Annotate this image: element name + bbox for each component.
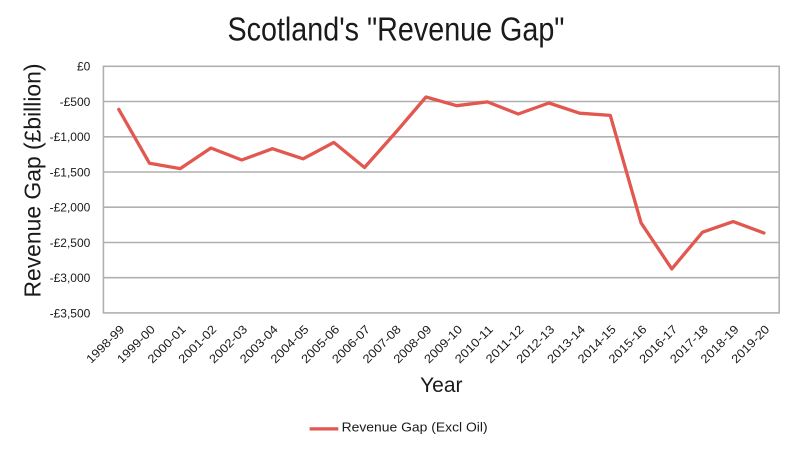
- svg-text:-£1,500: -£1,500: [50, 165, 91, 179]
- svg-text:-£1,000: -£1,000: [50, 130, 91, 144]
- svg-text:Year: Year: [420, 374, 462, 397]
- svg-text:-£2,000: -£2,000: [50, 201, 91, 215]
- svg-text:-£3,000: -£3,000: [50, 271, 91, 285]
- svg-text:Revenue Gap (£billion): Revenue Gap (£billion): [20, 64, 46, 298]
- svg-text:-£2,500: -£2,500: [50, 236, 91, 250]
- svg-text:-£3,500: -£3,500: [50, 306, 91, 320]
- svg-text:Scotland's "Revenue Gap": Scotland's "Revenue Gap": [228, 12, 565, 49]
- svg-text:Revenue Gap (Excl Oil): Revenue Gap (Excl Oil): [342, 420, 488, 434]
- svg-text:£0: £0: [77, 60, 91, 74]
- svg-text:-£500: -£500: [60, 95, 91, 109]
